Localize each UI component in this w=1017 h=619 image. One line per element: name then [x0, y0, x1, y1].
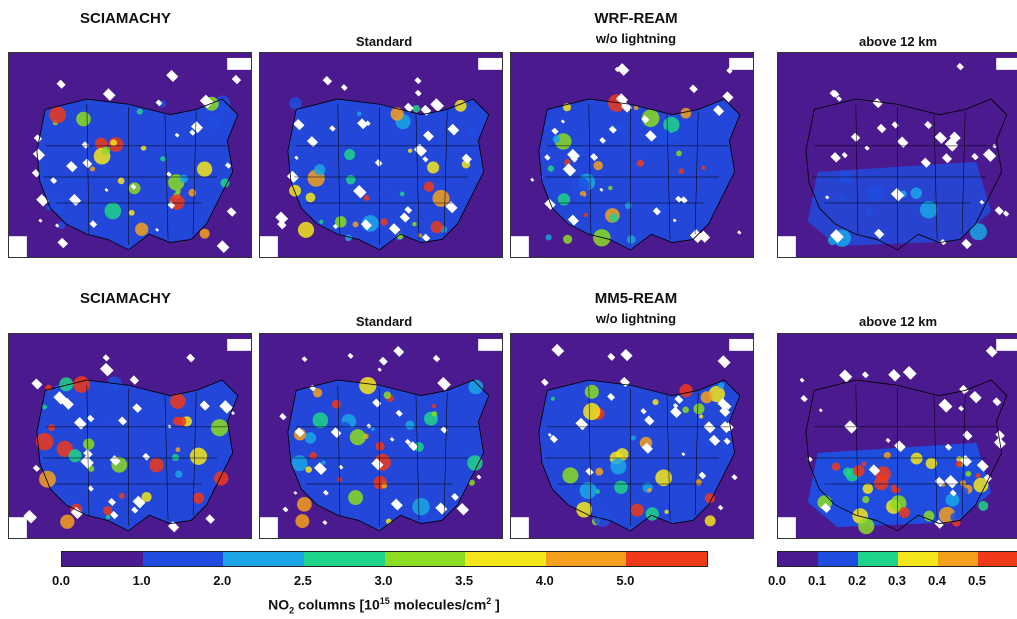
- map-panel-r2-standard: [259, 333, 503, 539]
- colorbar-tick-label: 2.0: [213, 573, 232, 588]
- colorbar-segment: [465, 552, 546, 566]
- colorbar-segment: [384, 552, 466, 566]
- row1-model-title: WRF-REAM: [594, 10, 678, 27]
- row2-nolightning-label: w/o lightning: [595, 311, 677, 326]
- row1-above12-label: above 12 km: [858, 34, 938, 49]
- colorbar-tick-label: 0.5: [967, 573, 987, 588]
- colorbar-segment: [938, 552, 978, 566]
- colorbar-segment: [778, 552, 818, 566]
- colorbar-segment: [818, 552, 858, 566]
- colorbar-main: [61, 551, 708, 567]
- map-panel-r2-sciamachy: [8, 333, 252, 539]
- colorbar-tick-label: 3.0: [374, 573, 393, 588]
- map-panel-r1-above12: [777, 52, 1017, 258]
- colorbar-tick-label: 0.0: [51, 573, 71, 588]
- colorbar-segment: [223, 552, 304, 566]
- colorbar-tick-label: 0.1: [807, 573, 827, 588]
- map-panel-r1-nolightning: [510, 52, 754, 258]
- colorbar-segment: [858, 552, 898, 566]
- colorbar-small: [777, 551, 1017, 567]
- map-panel-r1-standard: [259, 52, 503, 258]
- row1-nolightning-label: w/o lightning: [595, 31, 677, 46]
- colorbar-tick-label: 5.0: [616, 573, 635, 588]
- colorbar-segment: [626, 552, 707, 566]
- colorbar-segment: [62, 552, 143, 566]
- colorbar-segment: [303, 552, 385, 566]
- row2-standard-label: Standard: [355, 314, 413, 329]
- map-panel-r2-above12: [777, 333, 1017, 539]
- colorbar-segment: [978, 552, 1017, 566]
- colorbar-tick-label: 1.0: [132, 573, 151, 588]
- colorbar-tick-label: 0.3: [887, 573, 907, 588]
- row2-above12-label: above 12 km: [858, 314, 938, 329]
- colorbar-tick-label: 0.0: [767, 573, 787, 588]
- colorbar-tick-label: 3.5: [455, 573, 474, 588]
- row2-sciamachy-title: SCIAMACHY: [80, 290, 171, 307]
- row1-standard-label: Standard: [355, 34, 413, 49]
- colorbar-tick-label: 0.2: [847, 573, 867, 588]
- colorbar-tick-label: 0.4: [927, 573, 947, 588]
- map-panel-r2-nolightning: [510, 333, 754, 539]
- colorbar-segment: [545, 552, 627, 566]
- map-panel-r1-sciamachy: [8, 52, 252, 258]
- colorbar-tick-label: 4.0: [535, 573, 554, 588]
- colorbar-tick-label: 2.5: [293, 573, 312, 588]
- colorbar-segment: [898, 552, 938, 566]
- colorbar-axis-label: NO2 columns [1015 molecules/cm2 ]: [268, 596, 500, 616]
- row1-sciamachy-title: SCIAMACHY: [80, 10, 171, 27]
- row2-model-title: MM5-REAM: [594, 290, 678, 307]
- colorbar-segment: [142, 552, 224, 566]
